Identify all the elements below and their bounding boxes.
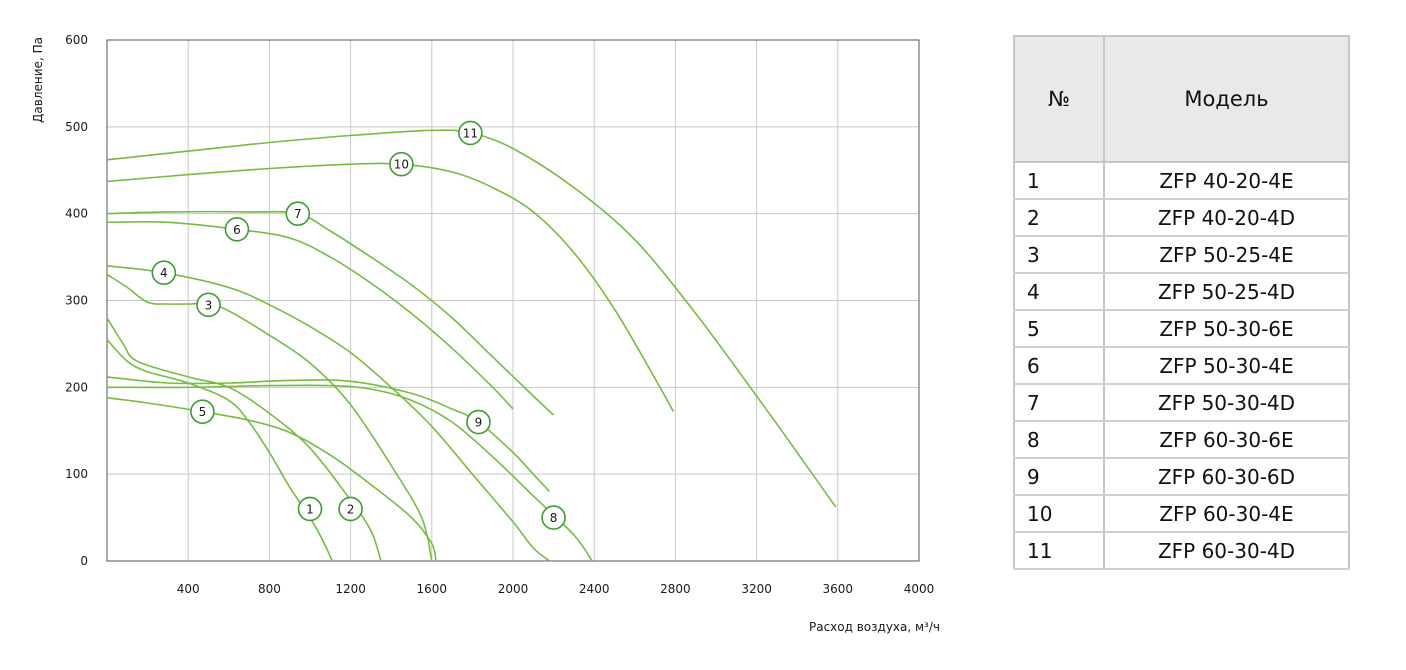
curve-label-text: 5 [199,405,207,419]
model-number: 10 [1013,495,1105,533]
curve-11 [106,129,837,508]
x-tick-label: 1600 [417,582,448,596]
curve-label-text: 10 [394,158,409,172]
x-axis-ticks: 400 800 1200 1600 2000 2400 2800 3200 3600 4000 [177,582,935,596]
model-name: ZFP 60-30-4D [1103,532,1350,570]
table-row: 7 ZFP 50-30-4D [1013,384,1350,422]
y-tick-label: 0 [80,554,88,568]
model-name: ZFP 50-30-4D [1103,384,1350,422]
curve-label-marker [466,409,491,435]
table-row: 3 ZFP 50-25-4E [1013,236,1350,274]
model-number: 11 [1013,532,1105,570]
table-row: 11 ZFP 60-30-4D [1013,532,1350,570]
curve-1 [106,339,334,562]
curve-3 [106,273,433,562]
x-tick-label: 4000 [904,582,935,596]
curve-label-text: 9 [475,416,483,430]
model-table-body: 1 ZFP 40-20-4E 2 ZFP 40-20-4D 3 ZFP 50-25-4E 4… [1013,161,1350,570]
curve-10 [106,162,675,412]
column-header-number: № [1013,35,1105,163]
curve-5 [106,397,437,562]
model-number: 9 [1013,458,1105,496]
model-name: ZFP 60-30-6E [1103,421,1350,459]
model-name: ZFP 50-25-4E [1103,236,1350,274]
x-tick-label: 3600 [823,582,854,596]
table-row: 6 ZFP 50-30-4E [1013,347,1350,385]
curve-9 [106,376,551,493]
model-number: 3 [1013,236,1105,274]
curve-label-marker [285,201,311,226]
curve-label-marker [224,216,250,242]
curve-6 [106,221,514,410]
x-tick-label: 2800 [660,582,691,596]
model-name: ZFP 60-30-4E [1103,495,1350,533]
model-number: 2 [1013,199,1105,237]
model-name: ZFP 50-30-6E [1103,310,1350,348]
x-tick-label: 2400 [579,582,610,596]
curve-label-text: 6 [233,223,241,237]
curve-label-text: 2 [347,502,355,516]
chart-grid [107,39,920,562]
curve-4 [106,265,551,562]
model-table-header: № Модель [1013,35,1350,163]
y-tick-label: 500 [65,120,88,134]
curve-2 [106,317,382,562]
y-axis-ticks: 0 100 200 300 400 500 600 [65,33,88,568]
curve-7 [106,210,555,416]
x-tick-label: 3200 [741,582,772,596]
model-number: 5 [1013,310,1105,348]
table-row: 1 ZFP 40-20-4E [1013,161,1350,200]
x-tick-label: 800 [258,582,281,596]
curve-label-marker [458,120,483,146]
column-header-model: Модель [1103,35,1350,163]
curve-label-text: 7 [294,207,302,221]
y-axis-label: Давление, Па [31,37,45,123]
curve-label-marker [190,399,215,424]
curve-labels: 1 2 3 4 5 6 7 8 9 10 11 [151,120,566,530]
plot-frame [106,39,920,562]
table-row: 10 ZFP 60-30-4E [1013,495,1350,533]
x-tick-label: 2000 [498,582,529,596]
y-tick-label: 300 [65,294,88,308]
table-row: 2 ZFP 40-20-4D [1013,199,1350,237]
y-tick-label: 100 [65,467,88,481]
y-tick-label: 200 [65,380,88,394]
model-number: 6 [1013,347,1105,385]
model-name: ZFP 50-30-4E [1103,347,1350,385]
curve-label-text: 4 [160,266,168,280]
table-row: 4 ZFP 50-25-4D [1013,273,1350,311]
x-tick-label: 400 [177,582,200,596]
model-number: 8 [1013,421,1105,459]
curve-label-marker [338,496,363,522]
curve-label-text: 1 [306,502,314,516]
model-table: № Модель 1 ZFP 40-20-4E 2 ZFP 40-20-4D 3 ZFP … [1013,35,1350,570]
curve-label-text: 3 [205,298,213,312]
curve-label-marker [389,151,414,177]
curves [106,129,837,562]
curve-8 [106,384,593,562]
y-tick-label: 400 [65,207,88,221]
y-tick-label: 600 [65,33,88,47]
model-number: 1 [1013,161,1105,200]
x-axis-label: Расход воздуха, м³/ч [809,620,940,634]
curve-label-marker [151,260,177,286]
model-name: ZFP 60-30-6D [1103,458,1350,496]
model-number: 7 [1013,384,1105,422]
curve-label-marker [541,505,566,530]
table-row: 9 ZFP 60-30-6D [1013,458,1350,496]
table-row: 5 ZFP 50-30-6E [1013,310,1350,348]
table-row: 8 ZFP 60-30-6E [1013,421,1350,459]
model-name: ZFP 50-25-4D [1103,273,1350,311]
model-name: ZFP 40-20-4E [1103,161,1350,200]
curve-label-marker [297,496,323,522]
curve-label-text: 11 [463,126,478,140]
model-name: ZFP 40-20-4D [1103,199,1350,237]
curve-label-marker [196,292,221,318]
model-number: 4 [1013,273,1105,311]
x-tick-label: 1200 [335,582,366,596]
curve-label-text: 8 [550,511,558,525]
